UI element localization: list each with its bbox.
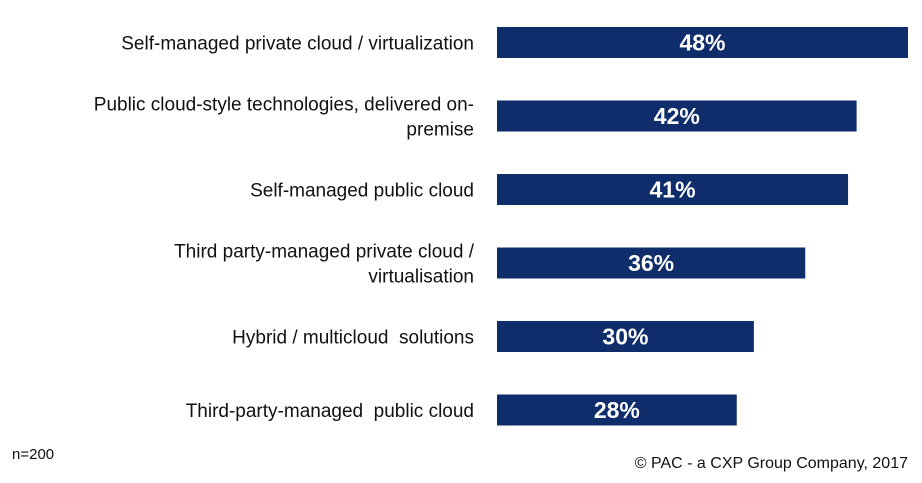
bar-value-label-5: 30% bbox=[602, 324, 648, 350]
bar-3 bbox=[497, 174, 849, 205]
bar-4 bbox=[497, 247, 806, 279]
category-label-6: Third-party-managed public cloud bbox=[186, 401, 474, 422]
bar-value-label-4: 36% bbox=[628, 250, 674, 276]
category-label-4-line-1: Third party-managed private cloud / bbox=[174, 242, 475, 263]
copyright-note: © PAC - a CXP Group Company, 2017 bbox=[634, 455, 908, 472]
bar-value-label-6: 28% bbox=[594, 397, 640, 423]
category-label-1: Self-managed private cloud / virtualizat… bbox=[121, 34, 474, 55]
bar-1 bbox=[497, 27, 908, 58]
category-label-3: Self-managed public cloud bbox=[250, 181, 474, 202]
category-label-2-line-2: premise bbox=[406, 120, 474, 141]
sample-size-note: n=200 bbox=[12, 446, 55, 463]
category-label-4-line-2: virtualisation bbox=[368, 267, 474, 288]
bar-value-label-3: 41% bbox=[650, 177, 696, 203]
bar-6 bbox=[497, 394, 737, 426]
category-label-5: Hybrid / multicloud solutions bbox=[232, 328, 474, 349]
bar-5 bbox=[497, 321, 754, 352]
bar-value-label-1: 48% bbox=[679, 30, 725, 56]
bar-2 bbox=[497, 100, 857, 132]
category-label-2-line-1: Public cloud-style technologies, deliver… bbox=[94, 95, 474, 116]
bar-value-label-2: 42% bbox=[654, 103, 700, 129]
